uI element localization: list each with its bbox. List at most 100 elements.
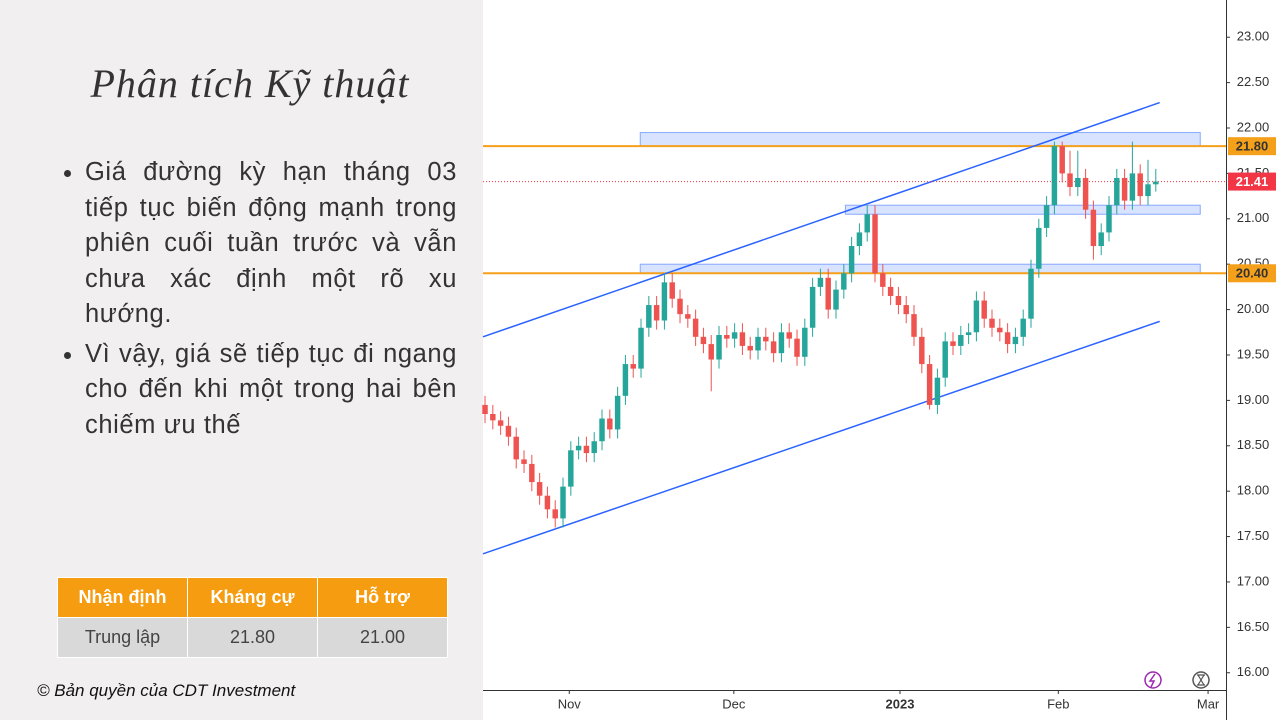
- candle-body: [856, 232, 863, 247]
- candle-body: [536, 482, 543, 496]
- candle-body: [919, 336, 925, 365]
- candle-body: [872, 214, 878, 274]
- candle-body: [926, 364, 933, 405]
- bullet-list: Giá đường kỳ hạn tháng 03 tiếp tục biến …: [60, 155, 457, 447]
- y-tick-label: 19.00: [1237, 392, 1270, 407]
- candle-body: [1075, 177, 1081, 188]
- y-tick-label: 17.50: [1237, 528, 1270, 543]
- candle-body: [1145, 184, 1151, 197]
- table-header: Hỗ trợ: [317, 577, 448, 618]
- candle-body: [513, 436, 519, 460]
- candle-body: [911, 314, 917, 337]
- candle-body: [497, 420, 504, 426]
- candle-body: [685, 314, 691, 319]
- bullet: Vì vậy, giá sẽ tiếp tục đi ngang cho đến…: [85, 337, 457, 444]
- candle-body: [739, 332, 746, 346]
- icon[interactable]: [1144, 671, 1162, 689]
- candle-body: [1012, 336, 1019, 345]
- candle-body: [755, 336, 761, 351]
- y-tick-label: 18.50: [1237, 437, 1270, 452]
- candle-body: [965, 332, 972, 336]
- candle-body: [1121, 177, 1128, 201]
- candle-body: [653, 305, 660, 321]
- trend-line: [482, 101, 1160, 338]
- candle-body: [692, 318, 699, 337]
- candle-body: [1098, 232, 1104, 247]
- candle-body: [529, 463, 535, 483]
- candle-body: [677, 298, 683, 315]
- icon[interactable]: [1192, 671, 1210, 689]
- candle-body: [630, 364, 636, 369]
- table-cell: Trung lập: [57, 617, 188, 658]
- candle-body: [1004, 332, 1011, 345]
- zone: [639, 263, 1201, 274]
- candle-body: [731, 332, 738, 339]
- candle-body: [841, 273, 847, 290]
- y-tick-label: 17.00: [1237, 573, 1270, 588]
- candle-body: [1106, 205, 1112, 233]
- x-tick-label: 2023: [886, 696, 915, 711]
- x-tick-label: Feb: [1047, 696, 1069, 711]
- candle-body: [1051, 146, 1058, 206]
- candle-body: [794, 338, 800, 357]
- candle-body: [1020, 318, 1026, 337]
- table-cell: 21.80: [187, 617, 318, 658]
- candle-body: [809, 286, 816, 328]
- y-tick-label: 18.00: [1237, 483, 1270, 498]
- candle-body: [1067, 173, 1073, 188]
- price-tag: [1228, 172, 1276, 191]
- table-header: Kháng cự: [187, 577, 318, 618]
- candle-body: [591, 441, 597, 454]
- x-tick-label: Nov: [558, 696, 582, 711]
- candle-body: [833, 289, 839, 310]
- candle-body: [1090, 209, 1097, 247]
- icon: [1197, 674, 1205, 686]
- price-tag-label: 21.41: [1236, 174, 1269, 189]
- candle-body: [786, 332, 792, 339]
- candle-body: [614, 395, 621, 430]
- y-tick-label: 19.50: [1237, 346, 1270, 361]
- candle-body: [607, 418, 613, 430]
- candle-body: [1082, 177, 1089, 210]
- candle-body: [661, 282, 668, 321]
- candle-body: [981, 300, 987, 319]
- candle-body: [989, 318, 995, 328]
- candle-body: [708, 344, 714, 360]
- candle-body: [903, 305, 909, 315]
- candle-body: [724, 335, 730, 339]
- candle-body: [700, 336, 707, 345]
- candle-body: [622, 364, 629, 396]
- slide-title: Phân tích Kỹ thuật: [90, 61, 410, 106]
- zone: [639, 132, 1201, 147]
- y-tick-label: 16.00: [1237, 664, 1270, 679]
- candle-body: [973, 300, 980, 333]
- zone: [844, 204, 1201, 215]
- candle-body: [817, 277, 824, 287]
- y-tick-label: 16.50: [1237, 619, 1270, 634]
- candle-body: [747, 345, 753, 351]
- candle-body: [638, 327, 644, 369]
- trend-line: [482, 320, 1160, 555]
- candle-body: [716, 335, 722, 360]
- y-tick-label: 21.00: [1237, 210, 1270, 225]
- y-tick-label: 22.00: [1237, 119, 1270, 134]
- candle-body: [482, 404, 488, 414]
- candle-body: [950, 341, 956, 346]
- candle-body: [1114, 177, 1120, 206]
- table-header: Nhận định: [57, 577, 188, 618]
- candle-body: [825, 277, 831, 310]
- candle-body: [1043, 205, 1050, 228]
- candle-body: [552, 509, 558, 519]
- candle-body: [864, 214, 870, 233]
- y-tick-label: 23.00: [1237, 29, 1270, 44]
- candle-body: [1153, 181, 1159, 185]
- summary-table: Nhận định Kháng cự Hỗ trợ Trung lập 21.80 21…: [57, 577, 448, 658]
- candle-body: [848, 246, 855, 274]
- candle-body: [997, 327, 1003, 333]
- candle-body: [575, 445, 582, 451]
- candle-body: [544, 495, 551, 510]
- price-tag: [1228, 137, 1276, 156]
- x-tick-label: Dec: [722, 696, 746, 711]
- candle-body: [958, 335, 964, 346]
